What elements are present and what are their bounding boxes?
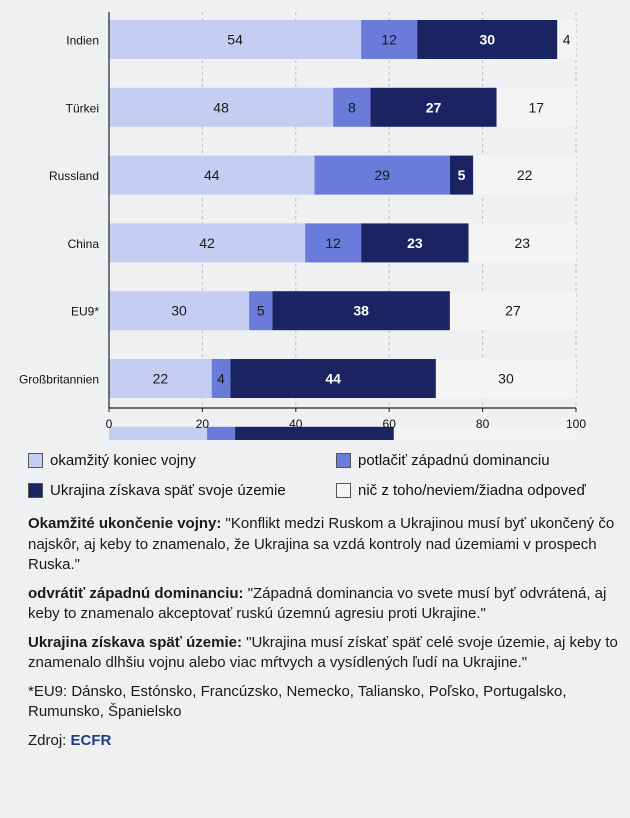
data-label-2-1: 29	[374, 167, 390, 183]
bar-segment-4-1	[249, 291, 273, 331]
bar-segment-1-0	[109, 87, 334, 127]
definition-suppress: odvrátiť západnú dominanciu: "Západná do…	[28, 584, 618, 625]
data-label-0-2: 30	[479, 32, 495, 48]
legend-swatch-ukraine	[28, 483, 43, 498]
bar-segment-3-1	[305, 223, 362, 263]
data-label-6-0: 21	[150, 438, 166, 440]
legend-item-none: nič z toho/neviem/žiadna odpoveď	[336, 482, 586, 499]
bar-segment-0-2	[417, 20, 558, 59]
bar-segment-6-1	[207, 426, 236, 440]
x-tick-label-0: 0	[106, 417, 113, 431]
data-label-5-0: 22	[153, 371, 169, 387]
x-tick-label-4: 80	[476, 417, 490, 431]
bar-segment-1-1	[333, 87, 371, 127]
x-tick-label-1: 20	[196, 417, 210, 431]
definition-immediate-label: Okamžité ukončenie vojny:	[28, 515, 222, 532]
definition-suppress-label: odvrátiť západnú dominanciu:	[28, 584, 244, 602]
source: Zdroj: ECFR	[28, 731, 618, 752]
bar-segment-4-3	[449, 291, 576, 331]
source-value: ECFR	[70, 731, 112, 749]
definitions: Okamžité ukončenie vojny: "Konflikt medz…	[28, 514, 618, 759]
footnote-eu9: *EU9: Dánsko, Estónsko, Francúzsko, Neme…	[28, 682, 567, 721]
category-label-4: EU9*	[71, 305, 99, 319]
legend-label-immediate: okamžitý koniec vojny	[50, 452, 196, 469]
bar-segment-2-2	[449, 155, 474, 195]
bar-segment-5-0	[109, 359, 212, 398]
legend-label-none: nič z toho/neviem/žiadna odpoveď	[358, 482, 586, 499]
bar-segment-6-3	[393, 426, 576, 440]
data-label-0-0: 54	[227, 32, 243, 48]
data-label-4-1: 5	[257, 303, 265, 319]
category-label-1: Türkei	[66, 101, 99, 115]
legend-label-ukraine: Ukrajina získava späť svoje územie	[50, 482, 286, 499]
definition-ukraine-label: Ukrajina získava späť územie:	[28, 633, 242, 651]
definition-ukraine-text: "Ukrajina musí získať späť celé svoje úz…	[28, 633, 618, 672]
definition-immediate-text: "Konflikt medzi Ruskom a Ukrajinou musí …	[28, 515, 615, 573]
data-label-6-3: 39	[477, 438, 493, 440]
data-label-6-2: 34	[307, 438, 323, 440]
data-label-5-1: 4	[217, 371, 225, 387]
data-label-1-3: 17	[529, 99, 545, 115]
data-label-2-2: 5	[458, 167, 466, 183]
legend-item-suppress: potlačiť západnú dominanciu	[336, 452, 550, 469]
legend-swatch-none	[336, 483, 351, 498]
bar-segment-3-2	[361, 223, 469, 263]
bar-segment-3-0	[109, 223, 306, 263]
bar-segment-1-2	[370, 87, 497, 127]
bar-segment-0-3	[557, 20, 576, 59]
legend-item-immediate: okamžitý koniec vojny	[28, 452, 196, 469]
category-label-3: China	[68, 237, 100, 251]
bar-segment-3-3	[468, 223, 576, 263]
category-label-2: Russland	[49, 169, 99, 183]
definition-suppress-text: "Západná dominancia vo svete musí byť od…	[28, 584, 607, 623]
x-tick-label-5: 100	[566, 417, 586, 431]
source-label: Zdroj:	[28, 731, 71, 749]
bar-segment-4-2	[272, 291, 450, 331]
bar-segment-0-1	[361, 20, 418, 59]
data-label-4-0: 30	[171, 303, 187, 319]
data-label-1-0: 48	[213, 99, 229, 115]
legend-item-ukraine: Ukrajina získava späť svoje územie	[28, 482, 286, 499]
bar-segment-5-2	[230, 359, 436, 398]
category-label-0: Indien	[66, 34, 99, 48]
data-label-6-1: 6	[217, 438, 225, 440]
x-tick-label-3: 60	[383, 417, 397, 431]
definition-ukraine: Ukrajina získava späť územie: "Ukrajina …	[28, 633, 618, 674]
data-label-1-1: 8	[348, 99, 356, 115]
bar-segment-0-0	[109, 20, 362, 59]
bar-segment-5-3	[435, 359, 576, 398]
legend-label-suppress: potlačiť západnú dominanciu	[358, 452, 550, 469]
bar-segment-4-0	[109, 291, 250, 331]
data-label-3-2: 23	[407, 235, 423, 251]
bar-segment-5-1	[211, 359, 231, 398]
legend: okamžitý koniec vojny potlačiť západnú d…	[28, 452, 628, 512]
bar-segment-2-0	[109, 155, 315, 195]
data-label-3-3: 23	[515, 235, 531, 251]
data-label-4-3: 27	[505, 303, 521, 319]
legend-swatch-suppress	[336, 453, 351, 468]
data-label-0-3: 4	[563, 32, 571, 48]
data-label-5-3: 30	[498, 371, 514, 387]
definition-immediate: Okamžité ukončenie vojny: "Konflikt medz…	[28, 514, 618, 576]
bar-segment-6-0	[109, 426, 208, 440]
data-label-1-2: 27	[426, 99, 442, 115]
bar-segment-1-3	[496, 87, 576, 127]
bar-segment-2-3	[473, 155, 576, 195]
data-label-4-2: 38	[353, 303, 369, 319]
data-label-2-3: 22	[517, 167, 533, 183]
bar-segment-6-2	[235, 426, 394, 440]
data-label-2-0: 44	[204, 167, 220, 183]
category-label-5: Großbritannien	[19, 373, 99, 387]
data-label-5-2: 44	[325, 371, 341, 387]
legend-swatch-immediate	[28, 453, 43, 468]
x-tick-label-2: 40	[289, 417, 303, 431]
bar-segment-2-1	[314, 155, 450, 195]
data-label-3-0: 42	[199, 235, 215, 251]
data-label-3-1: 12	[325, 235, 341, 251]
data-label-0-1: 12	[381, 32, 397, 48]
